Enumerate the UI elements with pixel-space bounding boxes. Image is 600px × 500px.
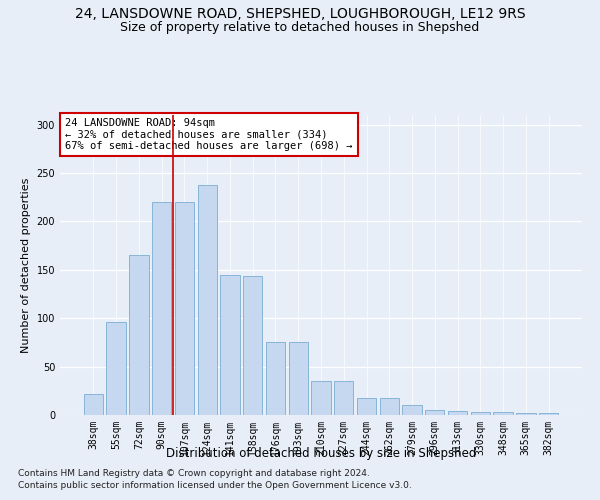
- Bar: [357, 398, 376, 415]
- Bar: [334, 381, 353, 415]
- Bar: [152, 202, 172, 415]
- Bar: [175, 202, 194, 415]
- Text: Size of property relative to detached houses in Shepshed: Size of property relative to detached ho…: [121, 21, 479, 34]
- Bar: [493, 412, 513, 415]
- Bar: [425, 410, 445, 415]
- Bar: [243, 276, 262, 415]
- Y-axis label: Number of detached properties: Number of detached properties: [21, 178, 31, 352]
- Bar: [266, 342, 285, 415]
- Text: Contains HM Land Registry data © Crown copyright and database right 2024.: Contains HM Land Registry data © Crown c…: [18, 468, 370, 477]
- Bar: [289, 342, 308, 415]
- Bar: [220, 274, 239, 415]
- Bar: [197, 184, 217, 415]
- Bar: [516, 413, 536, 415]
- Bar: [106, 322, 126, 415]
- Bar: [380, 398, 399, 415]
- Text: 24 LANSDOWNE ROAD: 94sqm
← 32% of detached houses are smaller (334)
67% of semi-: 24 LANSDOWNE ROAD: 94sqm ← 32% of detach…: [65, 118, 353, 151]
- Bar: [403, 406, 422, 415]
- Bar: [311, 381, 331, 415]
- Text: 24, LANSDOWNE ROAD, SHEPSHED, LOUGHBOROUGH, LE12 9RS: 24, LANSDOWNE ROAD, SHEPSHED, LOUGHBOROU…: [74, 8, 526, 22]
- Bar: [448, 411, 467, 415]
- Text: Contains public sector information licensed under the Open Government Licence v3: Contains public sector information licen…: [18, 481, 412, 490]
- Bar: [84, 394, 103, 415]
- Bar: [539, 413, 558, 415]
- Bar: [129, 256, 149, 415]
- Text: Distribution of detached houses by size in Shepshed: Distribution of detached houses by size …: [166, 448, 476, 460]
- Bar: [470, 412, 490, 415]
